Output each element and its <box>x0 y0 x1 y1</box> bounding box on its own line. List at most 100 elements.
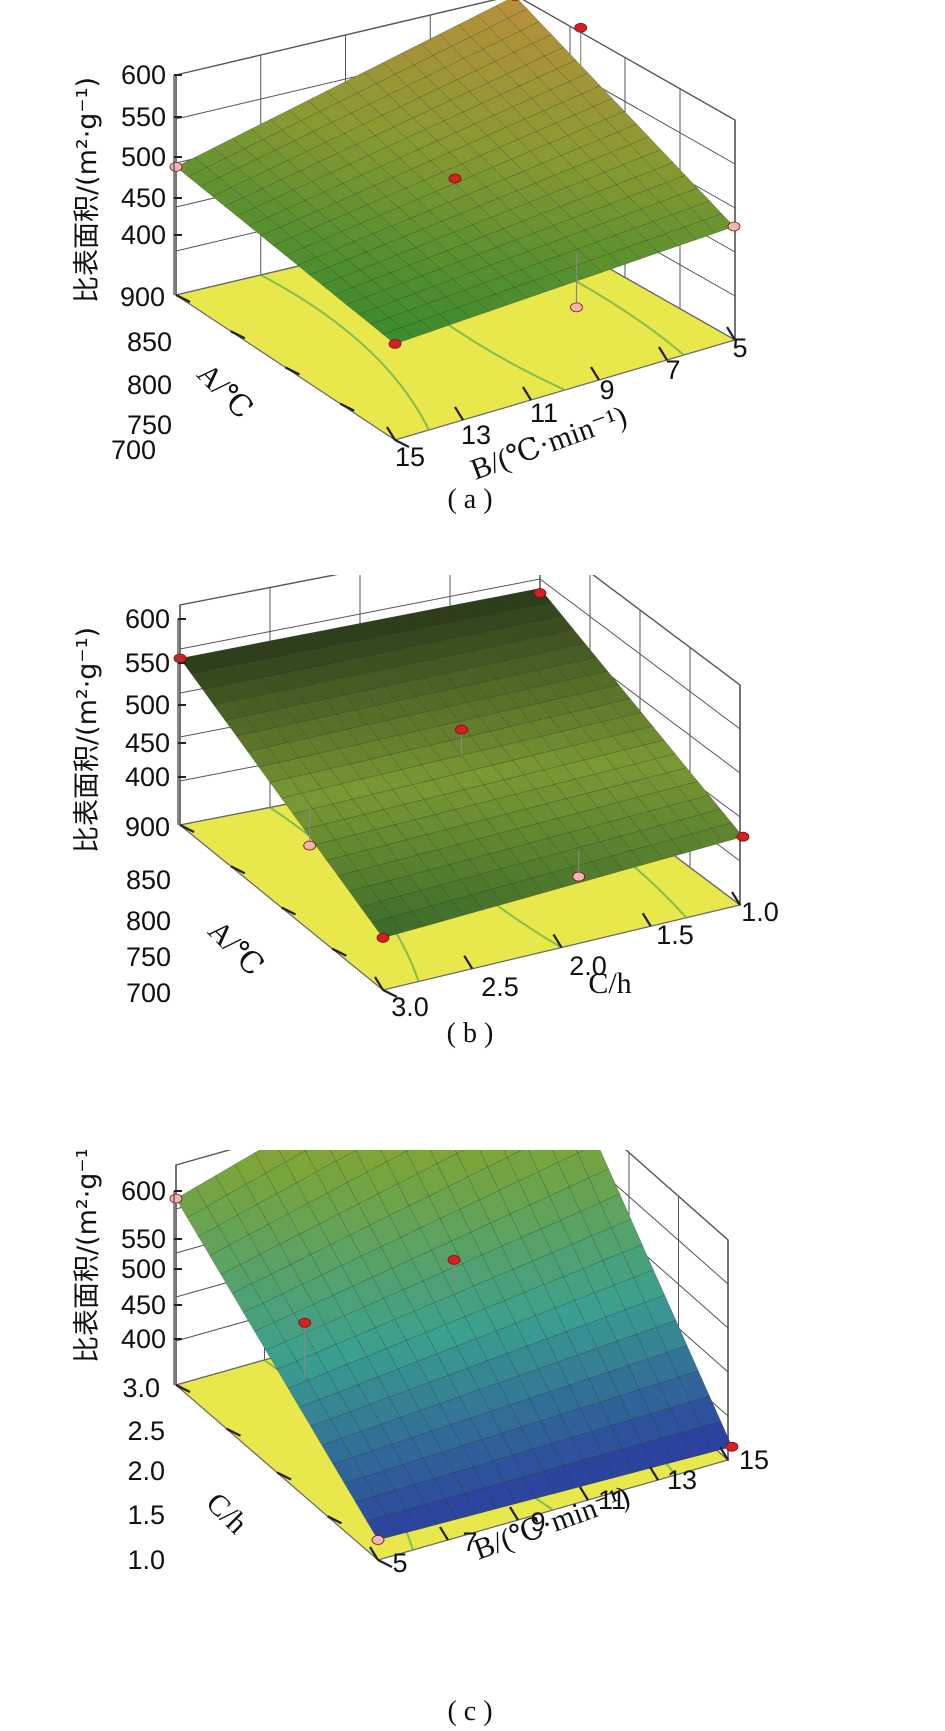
contour-line <box>260 274 430 431</box>
y-tick-label: 9 <box>530 1507 545 1537</box>
z-tick-label: 450 <box>121 183 166 213</box>
design-point <box>169 161 183 172</box>
design-point <box>736 831 750 842</box>
design-point <box>447 1255 461 1265</box>
x-tick-label: 2.5 <box>127 1416 165 1446</box>
x-axis-label: C/h <box>200 1486 254 1540</box>
x-tick-label: 700 <box>126 978 171 1008</box>
chart-panel-c: 600 550 500 450 400 比表面积/(m²·g⁻¹) 3.0 2.5 2.0 1.5… <box>0 1150 945 1731</box>
z-tick-label: 500 <box>125 690 170 720</box>
x-tick-label: 800 <box>126 906 171 936</box>
x-tick-mark <box>382 989 398 998</box>
y-tick-mark <box>369 1546 379 1561</box>
y-tick-mark <box>726 326 736 341</box>
x-axis-label: A/℃ <box>191 357 259 425</box>
x-tick-label: 2.0 <box>127 1456 165 1486</box>
y-tick-mark <box>649 1466 659 1481</box>
y-tick-label: 9 <box>599 375 614 405</box>
surface-chart-b: 600 550 500 450 400 比表面积/(m²·g⁻¹) 900 850 800 750… <box>72 575 779 1049</box>
x-tick-label: 850 <box>127 327 172 357</box>
x-tick-mark <box>230 330 246 340</box>
z-tick-label: 400 <box>121 220 166 250</box>
chart-panel-b: 600 550 500 450 400 比表面积/(m²·g⁻¹) 900 850 800 750… <box>0 575 945 1145</box>
design-point <box>173 653 187 664</box>
x-tick-mark <box>179 824 195 833</box>
design-point <box>574 22 588 33</box>
y-axis-label: C/h <box>588 967 631 1000</box>
panel-caption: ( a ) <box>447 484 492 515</box>
y-tick-mark <box>579 1486 589 1501</box>
design-point <box>533 588 547 598</box>
y-tick-label: 2.0 <box>569 951 607 981</box>
design-point <box>371 1535 385 1545</box>
y-tick-mark <box>439 1526 449 1541</box>
grid-line <box>179 578 741 730</box>
y-tick-label: 7 <box>665 355 680 385</box>
y-tick-label: 2.5 <box>481 972 519 1002</box>
panel-b-content: 600 550 500 450 400 比表面积/(m²·g⁻¹) 900 850 800 750… <box>72 575 779 1049</box>
y-tick-label: 11 <box>598 1485 626 1515</box>
y-tick-label: 15 <box>739 1445 769 1475</box>
x-tick-mark <box>230 865 246 875</box>
x-tick-mark <box>226 1427 241 1437</box>
y-tick-mark <box>719 1446 729 1461</box>
x-tick-mark <box>175 1384 191 1393</box>
x-tick-mark <box>377 1559 393 1568</box>
x-tick-label: 850 <box>126 865 171 895</box>
y-tick-label: 11 <box>530 398 558 428</box>
z-tick-label: 500 <box>121 142 166 172</box>
x-tick-label: 900 <box>125 812 170 842</box>
x-tick-mark <box>175 294 191 303</box>
x-tick-mark <box>339 402 355 412</box>
response-surface <box>179 588 744 939</box>
design-point <box>455 724 468 735</box>
design-point <box>727 221 741 232</box>
z-tick-label: 450 <box>121 1290 166 1320</box>
z-axis-label: 比表面积/(m²·g⁻¹) <box>72 627 103 853</box>
z-tick-label: 400 <box>125 762 170 792</box>
response-surface <box>175 0 735 345</box>
x-tick-mark <box>285 366 300 376</box>
chart-panel-a: 600 550 500 450 400 比表面积/(m²·g⁻¹) 900 850 800 750… <box>0 0 945 570</box>
surface-cell <box>503 1150 523 1158</box>
x-tick-mark <box>276 1471 292 1481</box>
x-tick-mark <box>394 439 410 448</box>
y-tick-mark <box>374 976 384 991</box>
z-tick-label: 550 <box>125 648 170 678</box>
z-tick-label: 500 <box>121 1254 166 1284</box>
x-tick-label: 700 <box>111 435 156 465</box>
y-tick-label: 7 <box>462 1527 477 1557</box>
x-tick-mark <box>327 1515 342 1525</box>
x-tick-mark <box>281 906 296 916</box>
design-point <box>725 1441 739 1452</box>
design-point <box>298 1317 312 1328</box>
surface-cell <box>454 1150 465 1154</box>
z-tick-label: 550 <box>121 1224 166 1254</box>
z-tick-label: 450 <box>125 728 170 758</box>
y-tick-mark <box>509 1506 519 1521</box>
y-tick-mark <box>454 406 464 421</box>
y-tick-label: 5 <box>732 333 747 363</box>
design-point <box>511 0 519 2</box>
y-tick-mark <box>386 426 396 441</box>
y-tick-label: 3.0 <box>391 992 429 1022</box>
x-tick-label: 3.0 <box>122 1373 160 1403</box>
z-tick-label: 550 <box>121 102 166 132</box>
x-tick-label: 900 <box>120 282 165 312</box>
design-point <box>303 840 317 851</box>
x-tick-label: 750 <box>127 410 172 440</box>
design-points <box>173 588 750 943</box>
y-tick-label: 1.5 <box>656 920 694 950</box>
panel-a-content: 600 550 500 450 400 比表面积/(m²·g⁻¹) 900 850 800 750… <box>72 0 748 515</box>
design-point <box>572 871 586 882</box>
y-tick-label: 13 <box>667 1465 697 1495</box>
panel-caption: ( b ) <box>447 1018 494 1049</box>
x-tick-label: 1.0 <box>127 1545 165 1575</box>
x-tick-label: 1.5 <box>127 1500 165 1530</box>
x-axis-label: A/℃ <box>202 914 270 982</box>
